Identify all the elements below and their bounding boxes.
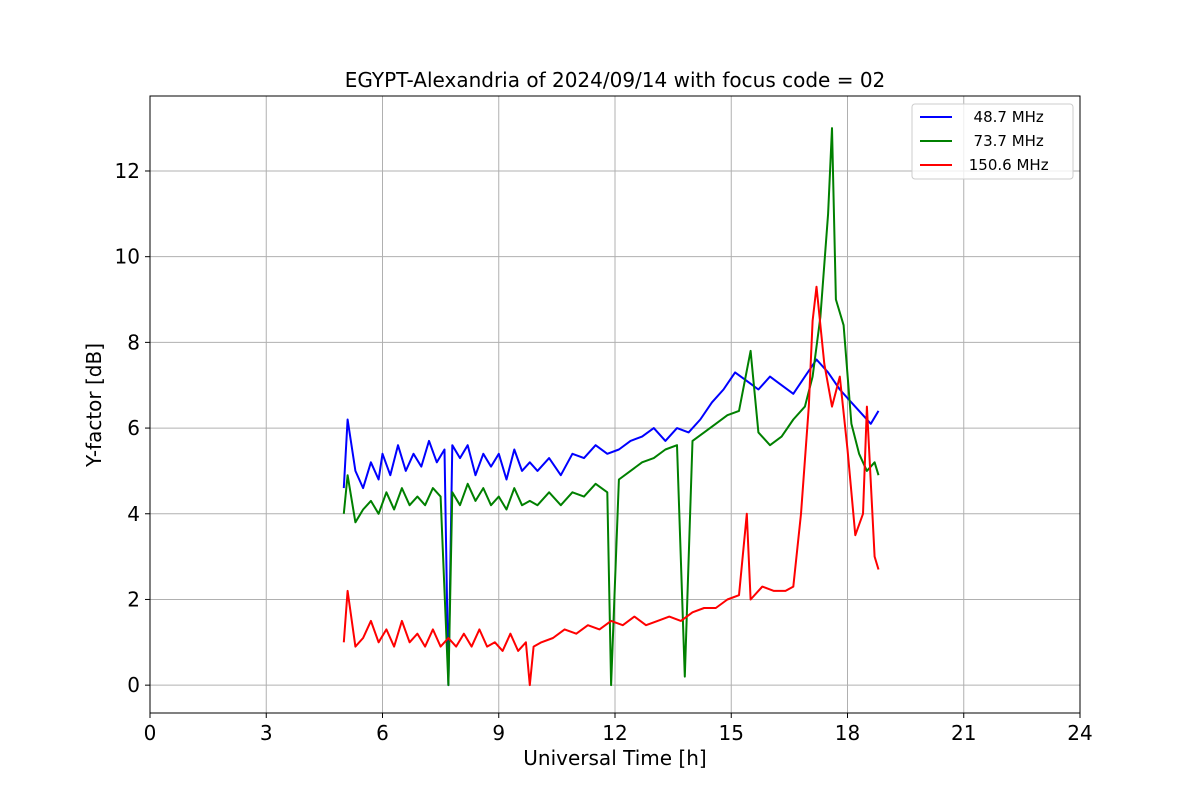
y-tick-label: 8 [127,330,140,354]
series-line-1 [342,127,880,687]
grid [149,96,1081,713]
x-tick-label: 0 [144,721,157,745]
y-tick-label: 10 [115,245,140,269]
y-axis-label: Y-factor [dB] [82,343,106,468]
y-tick-label: 0 [127,673,140,697]
legend-label-2: 150.6 MHz [964,156,1049,174]
chart-title: EGYPT-Alexandria of 2024/09/14 with focu… [345,68,886,92]
x-tick-label: 21 [951,721,976,745]
x-axis-label: Universal Time [h] [523,746,706,770]
series-line-2 [342,285,880,687]
x-tick-label: 3 [260,721,273,745]
y-tick-label: 2 [127,587,140,611]
x-tick-label: 15 [719,721,744,745]
legend-label-0: 48.7 MHz [964,108,1044,126]
series-line-0 [342,358,880,687]
legend-box [911,103,1074,180]
x-tick-label: 12 [602,721,627,745]
legend-label-1: 73.7 MHz [964,132,1044,150]
y-tick-label: 6 [127,416,140,440]
x-tick-label: 9 [492,721,505,745]
x-tick-label: 24 [1067,721,1092,745]
x-tick-label: 6 [376,721,389,745]
y-tick-label: 4 [127,502,140,526]
x-tick-label: 18 [835,721,860,745]
legend: 48.7 MHz 73.7 MHz 150.6 MHz [911,103,1074,180]
y-tick-label: 12 [115,159,140,183]
plot-area [342,127,880,687]
